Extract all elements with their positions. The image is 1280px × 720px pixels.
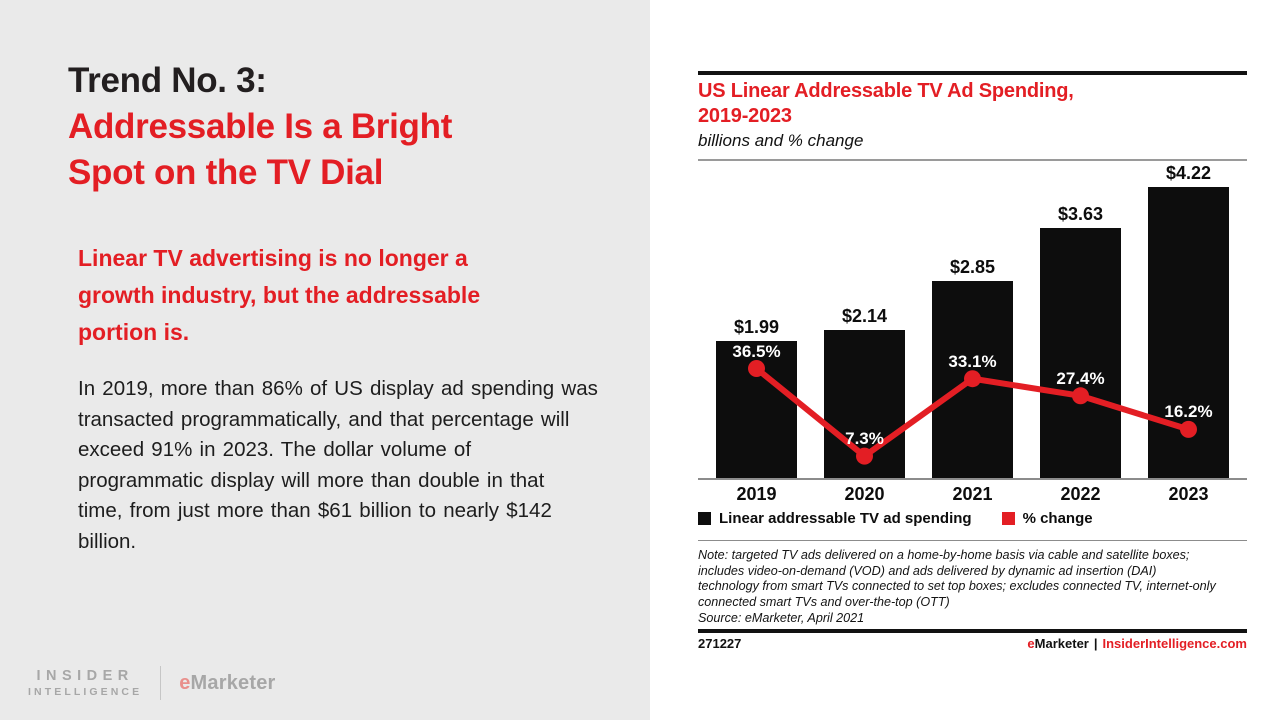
chart-top-rule xyxy=(698,71,1247,75)
footer-brand-e: e xyxy=(1027,636,1035,651)
chart-plot-area: $1.99 $2.14 $2.85 $3.63 $4.22 36.5% 7.3% 33.1% 2… xyxy=(698,162,1247,480)
text-line: connected smart TVs and over-the-top (OT… xyxy=(698,595,950,610)
chart-footer: 271227 eMarketer | InsiderIntelligence.com xyxy=(698,636,1247,651)
emarketer-logo: eMarketer xyxy=(179,672,275,695)
emarketer-logo-rest: Marketer xyxy=(190,671,276,694)
text-line: Note: targeted TV ads delivered on a hom… xyxy=(698,548,1190,562)
legend-item-line: % change xyxy=(1001,510,1093,527)
chart-note: Note: targeted TV ads delivered on a hom… xyxy=(698,548,1216,627)
slide-title: Trend No. 3: Addressable Is a Bright Spot… xyxy=(68,58,452,196)
footer-separator: | xyxy=(1093,636,1098,651)
chart-bottom-rule xyxy=(698,629,1247,633)
legend-swatch-line xyxy=(1001,512,1015,525)
legend-swatch-bars xyxy=(698,512,711,525)
bar-value-label-2021: $2.85 xyxy=(949,257,996,278)
text-line: time, from just more than $61 billion to… xyxy=(78,499,552,522)
text-line: Source: eMarketer, April 2021 xyxy=(698,610,865,625)
bar-value-label-2020: $2.14 xyxy=(841,306,888,327)
footer-brand-rest: Marketer xyxy=(1034,636,1089,651)
bar-2022 xyxy=(1040,227,1121,478)
pct-change-line xyxy=(748,360,1197,465)
footer-brand: eMarketer | InsiderIntelligence.com xyxy=(1027,636,1247,651)
line-dot-2020 xyxy=(856,447,873,465)
legend-rule xyxy=(698,540,1247,541)
pct-label-2023: 16.2% xyxy=(1164,402,1213,422)
brand-footer: INSIDER INTELLIGENCE eMarketer xyxy=(28,666,276,700)
bar-value-label-2019: $1.99 xyxy=(733,316,780,337)
insider-wordmark: INSIDER xyxy=(36,668,134,684)
legend-item-bars: Linear addressable TV ad spending xyxy=(698,510,972,527)
pct-label-2022: 27.4% xyxy=(1056,368,1105,388)
legend-label-bars: Linear addressable TV ad spending xyxy=(719,510,972,527)
emarketer-logo-e: e xyxy=(179,671,191,694)
right-panel: US Linear Addressable TV Ad Spending, 201… xyxy=(650,0,1280,720)
year-label-2023: 2023 xyxy=(1168,484,1209,504)
chart-title: US Linear Addressable TV Ad Spending, 201… xyxy=(698,79,1074,129)
footer-site: InsiderIntelligence.com xyxy=(1102,636,1248,651)
chart-subtitle-rule xyxy=(698,159,1247,161)
text-line: US Linear Addressable TV Ad Spending, xyxy=(698,80,1074,102)
year-label-2019: 2019 xyxy=(736,484,777,504)
text-line: Addressable Is a Bright xyxy=(68,107,453,146)
text-line: transacted programmatically, and that pe… xyxy=(78,407,570,431)
legend-label-line: % change xyxy=(1022,510,1093,527)
text-line: growth industry, but the addressable xyxy=(78,282,481,308)
pct-label-2021: 33.1% xyxy=(948,351,997,371)
intelligence-wordmark: INTELLIGENCE xyxy=(28,686,143,698)
bar-value-label-2022: $3.63 xyxy=(1057,203,1104,224)
line-dot-2022 xyxy=(1072,387,1089,405)
logo-divider xyxy=(160,666,162,700)
chart-legend: Linear addressable TV ad spending % chan… xyxy=(698,510,1093,527)
left-panel: Trend No. 3: Addressable Is a Bright Spot… xyxy=(0,0,650,720)
year-label-2022: 2022 xyxy=(1060,484,1101,504)
line-dot-2021 xyxy=(964,370,981,388)
text-line: 2019-2023 xyxy=(698,105,792,127)
intro-paragraph: Linear TV advertising is no longer a grow… xyxy=(78,240,480,351)
pct-label-2020: 7.3% xyxy=(845,429,884,449)
line-dot-2023 xyxy=(1180,420,1197,438)
text-line: In 2019, more than 86% of US display ad … xyxy=(78,377,598,400)
text-line: technology from smart TVs connected to s… xyxy=(698,579,1216,594)
year-label-2020: 2020 xyxy=(844,484,885,504)
text-line: programmatic display will more than doub… xyxy=(78,468,545,492)
x-axis-labels: 2019 2020 2021 2022 2023 xyxy=(698,484,1247,506)
chart-subtitle: billions and % change xyxy=(698,131,864,150)
slide-title-prefix: Trend No. 3: xyxy=(68,61,267,100)
text-line: includes video-on-demand (VOD) and ads d… xyxy=(698,563,1157,578)
year-label-2021: 2021 xyxy=(952,484,993,504)
line-dot-2019 xyxy=(748,360,765,377)
body-paragraph: In 2019, more than 86% of US display ad … xyxy=(78,374,598,557)
chart-id: 271227 xyxy=(698,636,742,651)
insider-intelligence-logo: INSIDER INTELLIGENCE xyxy=(28,668,142,698)
pct-label-2019: 36.5% xyxy=(732,341,781,361)
bar-value-label-2023: $4.22 xyxy=(1165,162,1212,183)
text-line: Linear TV advertising is no longer a xyxy=(78,245,468,271)
slide-title-main: Addressable Is a Bright Spot on the TV Di… xyxy=(68,104,452,196)
text-line: portion is. xyxy=(78,319,190,345)
text-line: billion. xyxy=(78,529,137,553)
text-line: exceed 91% in 2023. The dollar volume of xyxy=(78,438,472,461)
text-line: Spot on the TV Dial xyxy=(68,153,384,192)
